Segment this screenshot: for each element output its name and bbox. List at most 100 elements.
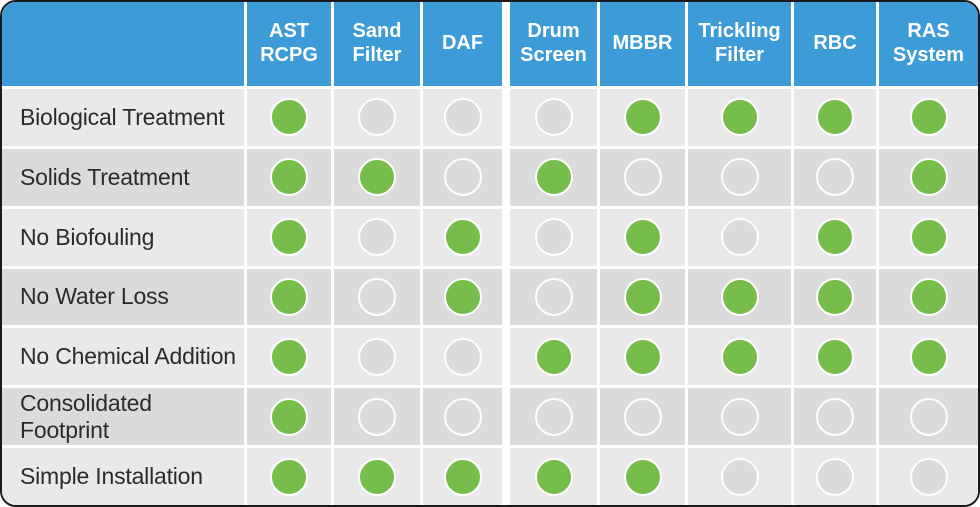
- no-dot-icon: [534, 277, 573, 316]
- yes-dot-icon: [358, 158, 396, 197]
- status-cell: [688, 328, 791, 386]
- row-label: No Water Loss: [2, 268, 244, 326]
- column-gap-divider: [505, 268, 507, 326]
- status-cell: [600, 448, 685, 505]
- status-cell: [423, 148, 502, 206]
- yes-dot-icon: [534, 457, 573, 496]
- status-cell: [794, 268, 876, 326]
- status-cell: [510, 89, 597, 146]
- no-dot-icon: [720, 158, 759, 197]
- column-gap-divider: [505, 388, 507, 446]
- yes-dot-icon: [270, 98, 308, 137]
- status-cell: [334, 208, 420, 266]
- yes-dot-icon: [270, 397, 308, 436]
- status-cell: [247, 148, 331, 206]
- row-label: No Biofouling: [2, 208, 244, 266]
- status-cell: [879, 89, 978, 146]
- yes-dot-icon: [909, 158, 948, 197]
- row-label: Consolidated Footprint: [2, 388, 244, 446]
- status-cell: [247, 268, 331, 326]
- yes-dot-icon: [443, 218, 482, 257]
- status-cell: [600, 208, 685, 266]
- no-dot-icon: [909, 397, 948, 436]
- status-cell: [688, 448, 791, 505]
- status-cell: [510, 448, 597, 505]
- status-cell: [794, 388, 876, 446]
- no-dot-icon: [623, 158, 662, 197]
- status-cell: [334, 148, 420, 206]
- status-cell: [794, 208, 876, 266]
- no-dot-icon: [358, 277, 396, 316]
- yes-dot-icon: [358, 457, 396, 496]
- yes-dot-icon: [270, 457, 308, 496]
- status-cell: [794, 448, 876, 505]
- status-cell: [688, 148, 791, 206]
- column-gap-divider: [505, 2, 507, 86]
- status-cell: [600, 89, 685, 146]
- column-header-ras-system: RAS System: [879, 2, 978, 86]
- status-cell: [600, 268, 685, 326]
- status-cell: [334, 388, 420, 446]
- no-dot-icon: [534, 397, 573, 436]
- yes-dot-icon: [623, 277, 662, 316]
- status-cell: [600, 328, 685, 386]
- no-dot-icon: [443, 397, 482, 436]
- status-cell: [247, 448, 331, 505]
- no-dot-icon: [443, 98, 482, 137]
- no-dot-icon: [816, 158, 854, 197]
- yes-dot-icon: [270, 337, 308, 376]
- yes-dot-icon: [909, 98, 948, 137]
- yes-dot-icon: [816, 337, 854, 376]
- no-dot-icon: [816, 397, 854, 436]
- yes-dot-icon: [270, 218, 308, 257]
- status-cell: [879, 328, 978, 386]
- no-dot-icon: [816, 457, 854, 496]
- status-cell: [688, 268, 791, 326]
- column-header-daf: DAF: [423, 2, 502, 86]
- status-cell: [247, 89, 331, 146]
- row-label: Simple Installation: [2, 448, 244, 505]
- status-cell: [247, 388, 331, 446]
- status-cell: [334, 328, 420, 386]
- yes-dot-icon: [623, 337, 662, 376]
- status-cell: [794, 89, 876, 146]
- yes-dot-icon: [623, 98, 662, 137]
- yes-dot-icon: [816, 98, 854, 137]
- yes-dot-icon: [443, 457, 482, 496]
- status-cell: [510, 328, 597, 386]
- no-dot-icon: [358, 98, 396, 137]
- yes-dot-icon: [270, 158, 308, 197]
- yes-dot-icon: [623, 218, 662, 257]
- column-gap-divider: [505, 89, 507, 146]
- yes-dot-icon: [720, 277, 759, 316]
- no-dot-icon: [720, 397, 759, 436]
- yes-dot-icon: [534, 337, 573, 376]
- yes-dot-icon: [909, 277, 948, 316]
- status-cell: [510, 208, 597, 266]
- yes-dot-icon: [270, 277, 308, 316]
- column-header-mbbr: MBBR: [600, 2, 685, 86]
- status-cell: [510, 388, 597, 446]
- status-cell: [879, 448, 978, 505]
- no-dot-icon: [358, 337, 396, 376]
- status-cell: [247, 328, 331, 386]
- status-cell: [334, 268, 420, 326]
- no-dot-icon: [443, 158, 482, 197]
- column-gap-divider: [505, 208, 507, 266]
- status-cell: [879, 268, 978, 326]
- column-header-rbc: RBC: [794, 2, 876, 86]
- yes-dot-icon: [909, 337, 948, 376]
- yes-dot-icon: [720, 337, 759, 376]
- row-label: No Chemical Addition: [2, 328, 244, 386]
- no-dot-icon: [358, 397, 396, 436]
- yes-dot-icon: [816, 277, 854, 316]
- status-cell: [423, 388, 502, 446]
- status-cell: [510, 148, 597, 206]
- status-cell: [334, 448, 420, 505]
- status-cell: [879, 388, 978, 446]
- status-cell: [423, 89, 502, 146]
- status-cell: [794, 328, 876, 386]
- status-cell: [423, 328, 502, 386]
